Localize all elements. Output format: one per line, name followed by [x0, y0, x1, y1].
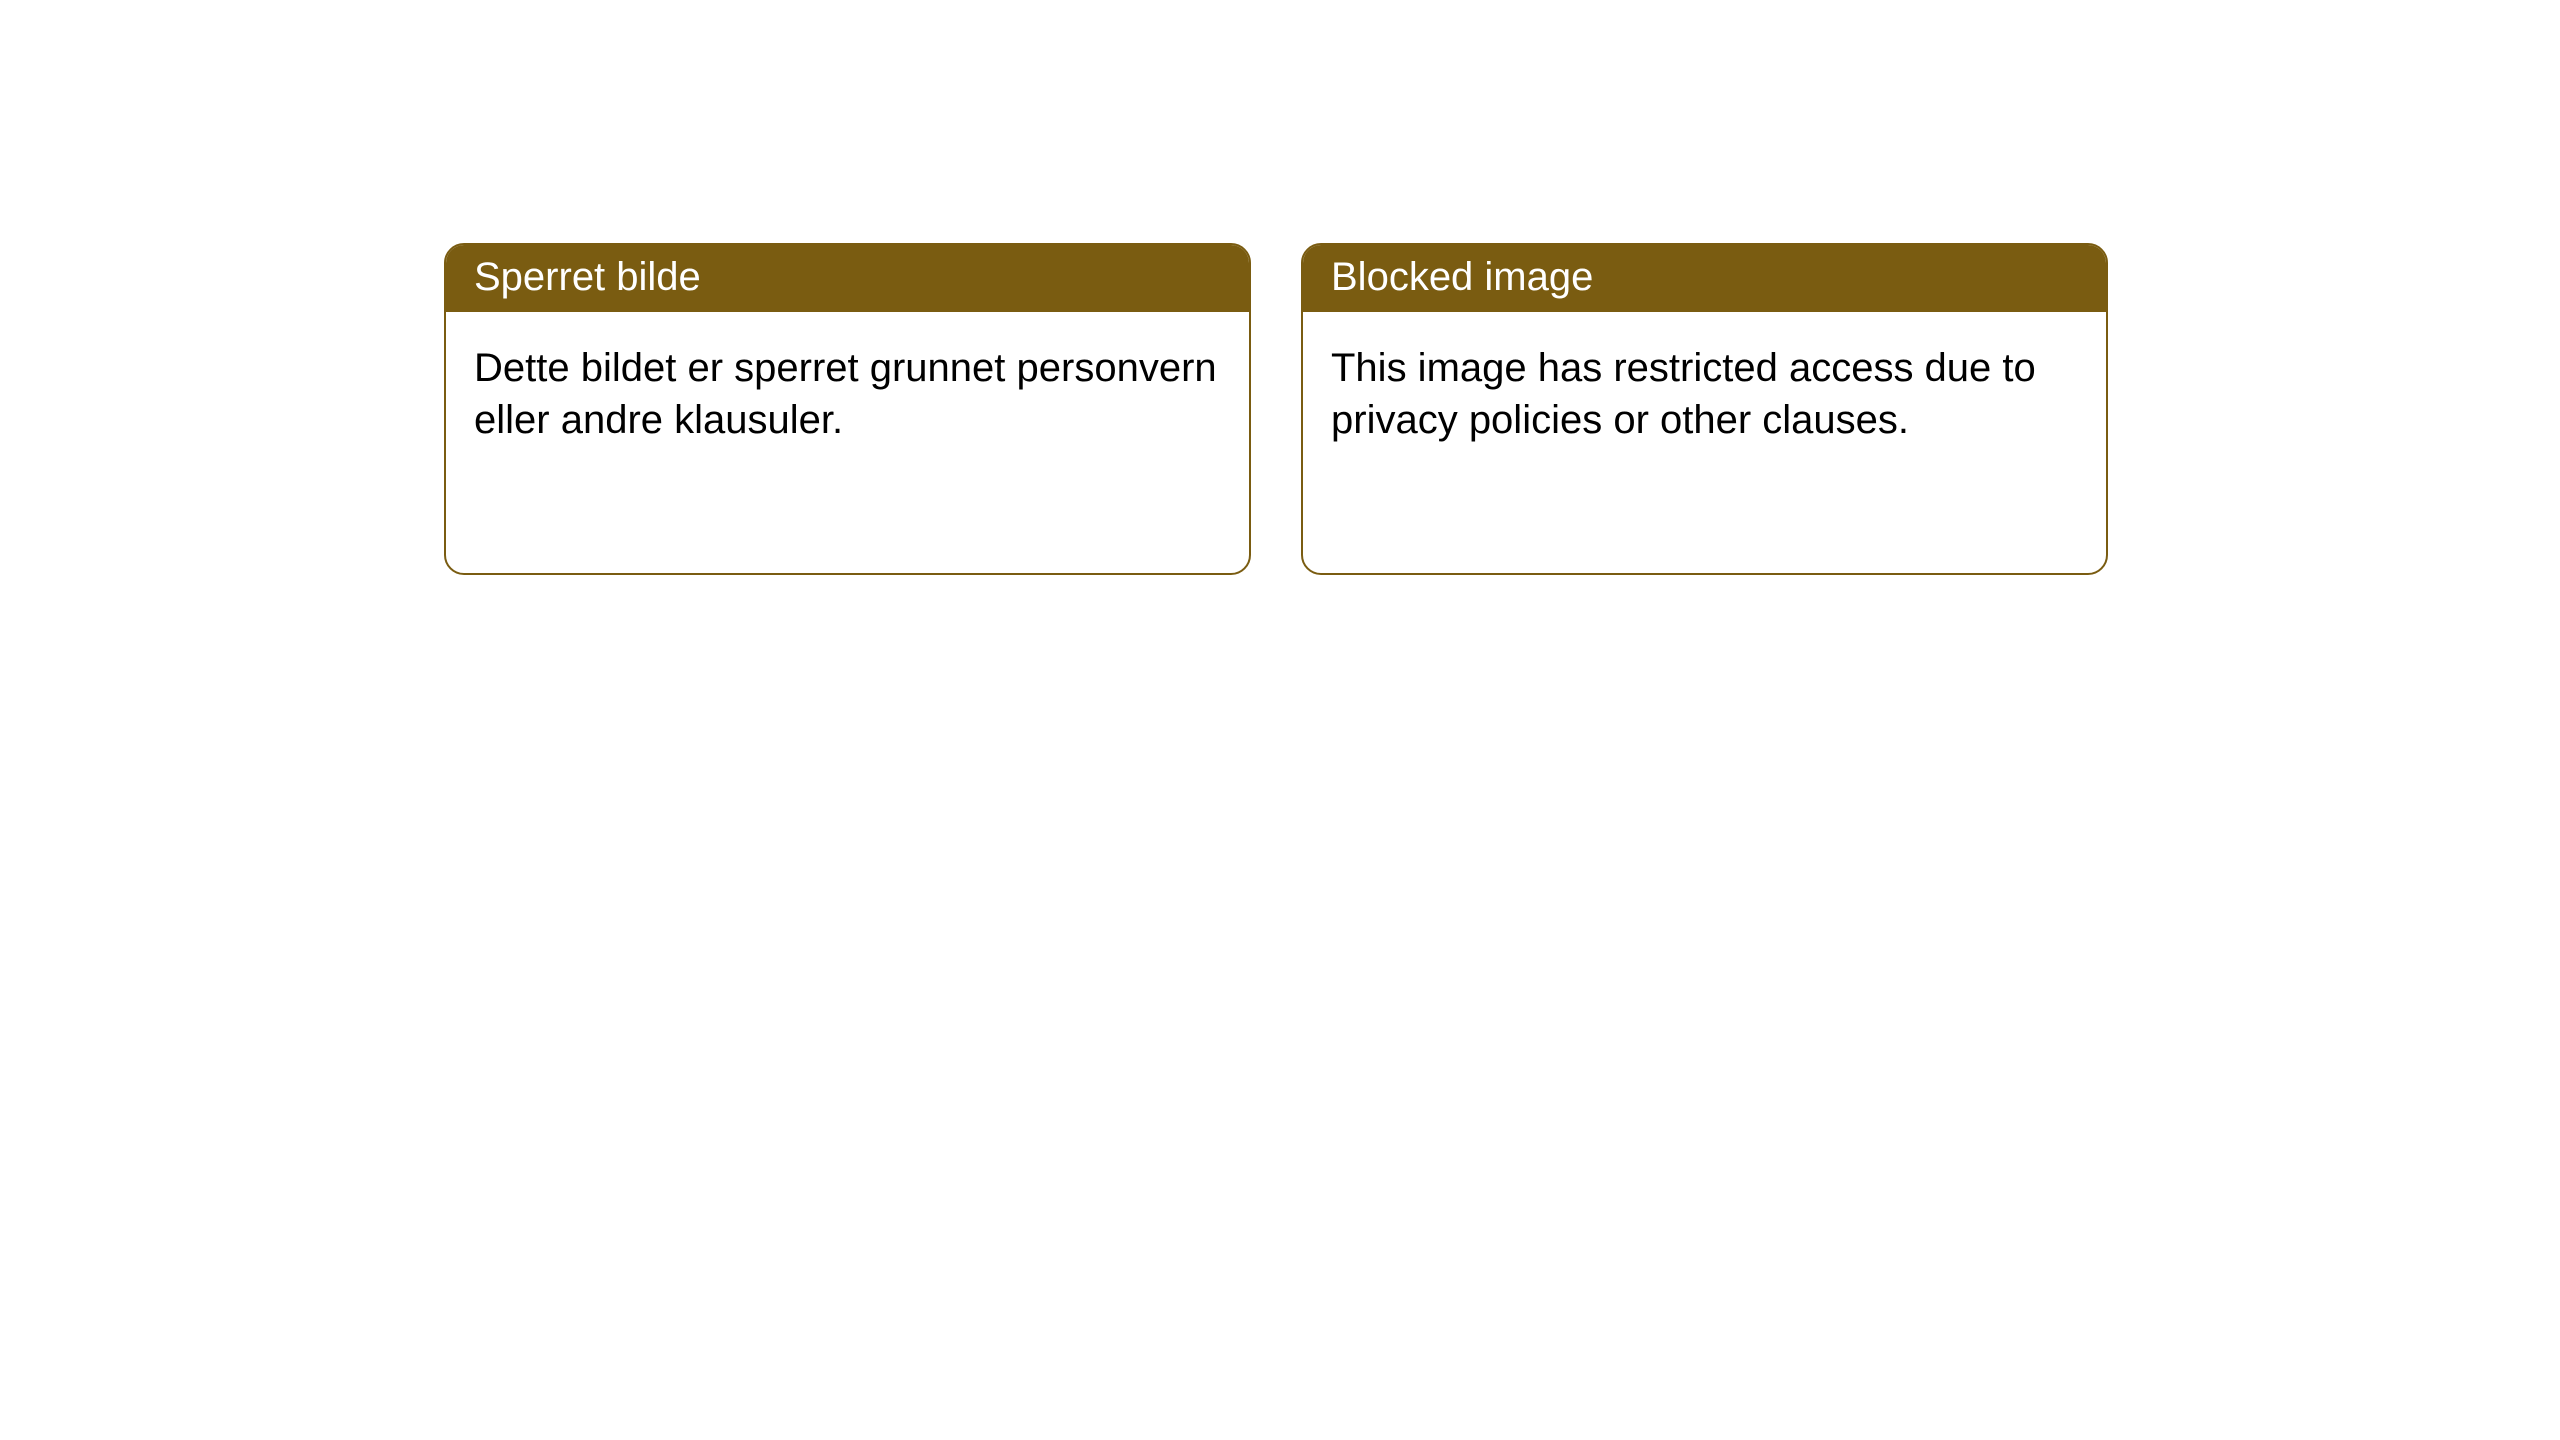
card-body-text: This image has restricted access due to … — [1303, 312, 2106, 474]
card-body-text: Dette bildet er sperret grunnet personve… — [446, 312, 1249, 474]
blocked-image-card-no: Sperret bilde Dette bildet er sperret gr… — [444, 243, 1251, 575]
card-title: Blocked image — [1303, 245, 2106, 312]
card-container: Sperret bilde Dette bildet er sperret gr… — [0, 0, 2560, 575]
blocked-image-card-en: Blocked image This image has restricted … — [1301, 243, 2108, 575]
card-title: Sperret bilde — [446, 245, 1249, 312]
